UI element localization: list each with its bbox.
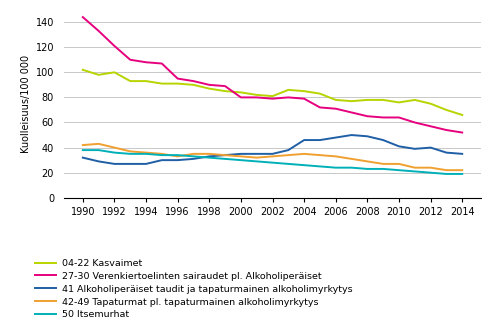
Y-axis label: Kuolleisuus/100 000: Kuolleisuus/100 000 [22,55,31,153]
Legend: 04-22 Kasvaimet, 27-30 Verenkiertoelinten sairaudet pl. Alkoholiperäiset, 41 Alk: 04-22 Kasvaimet, 27-30 Verenkiertoelinte… [35,259,352,319]
